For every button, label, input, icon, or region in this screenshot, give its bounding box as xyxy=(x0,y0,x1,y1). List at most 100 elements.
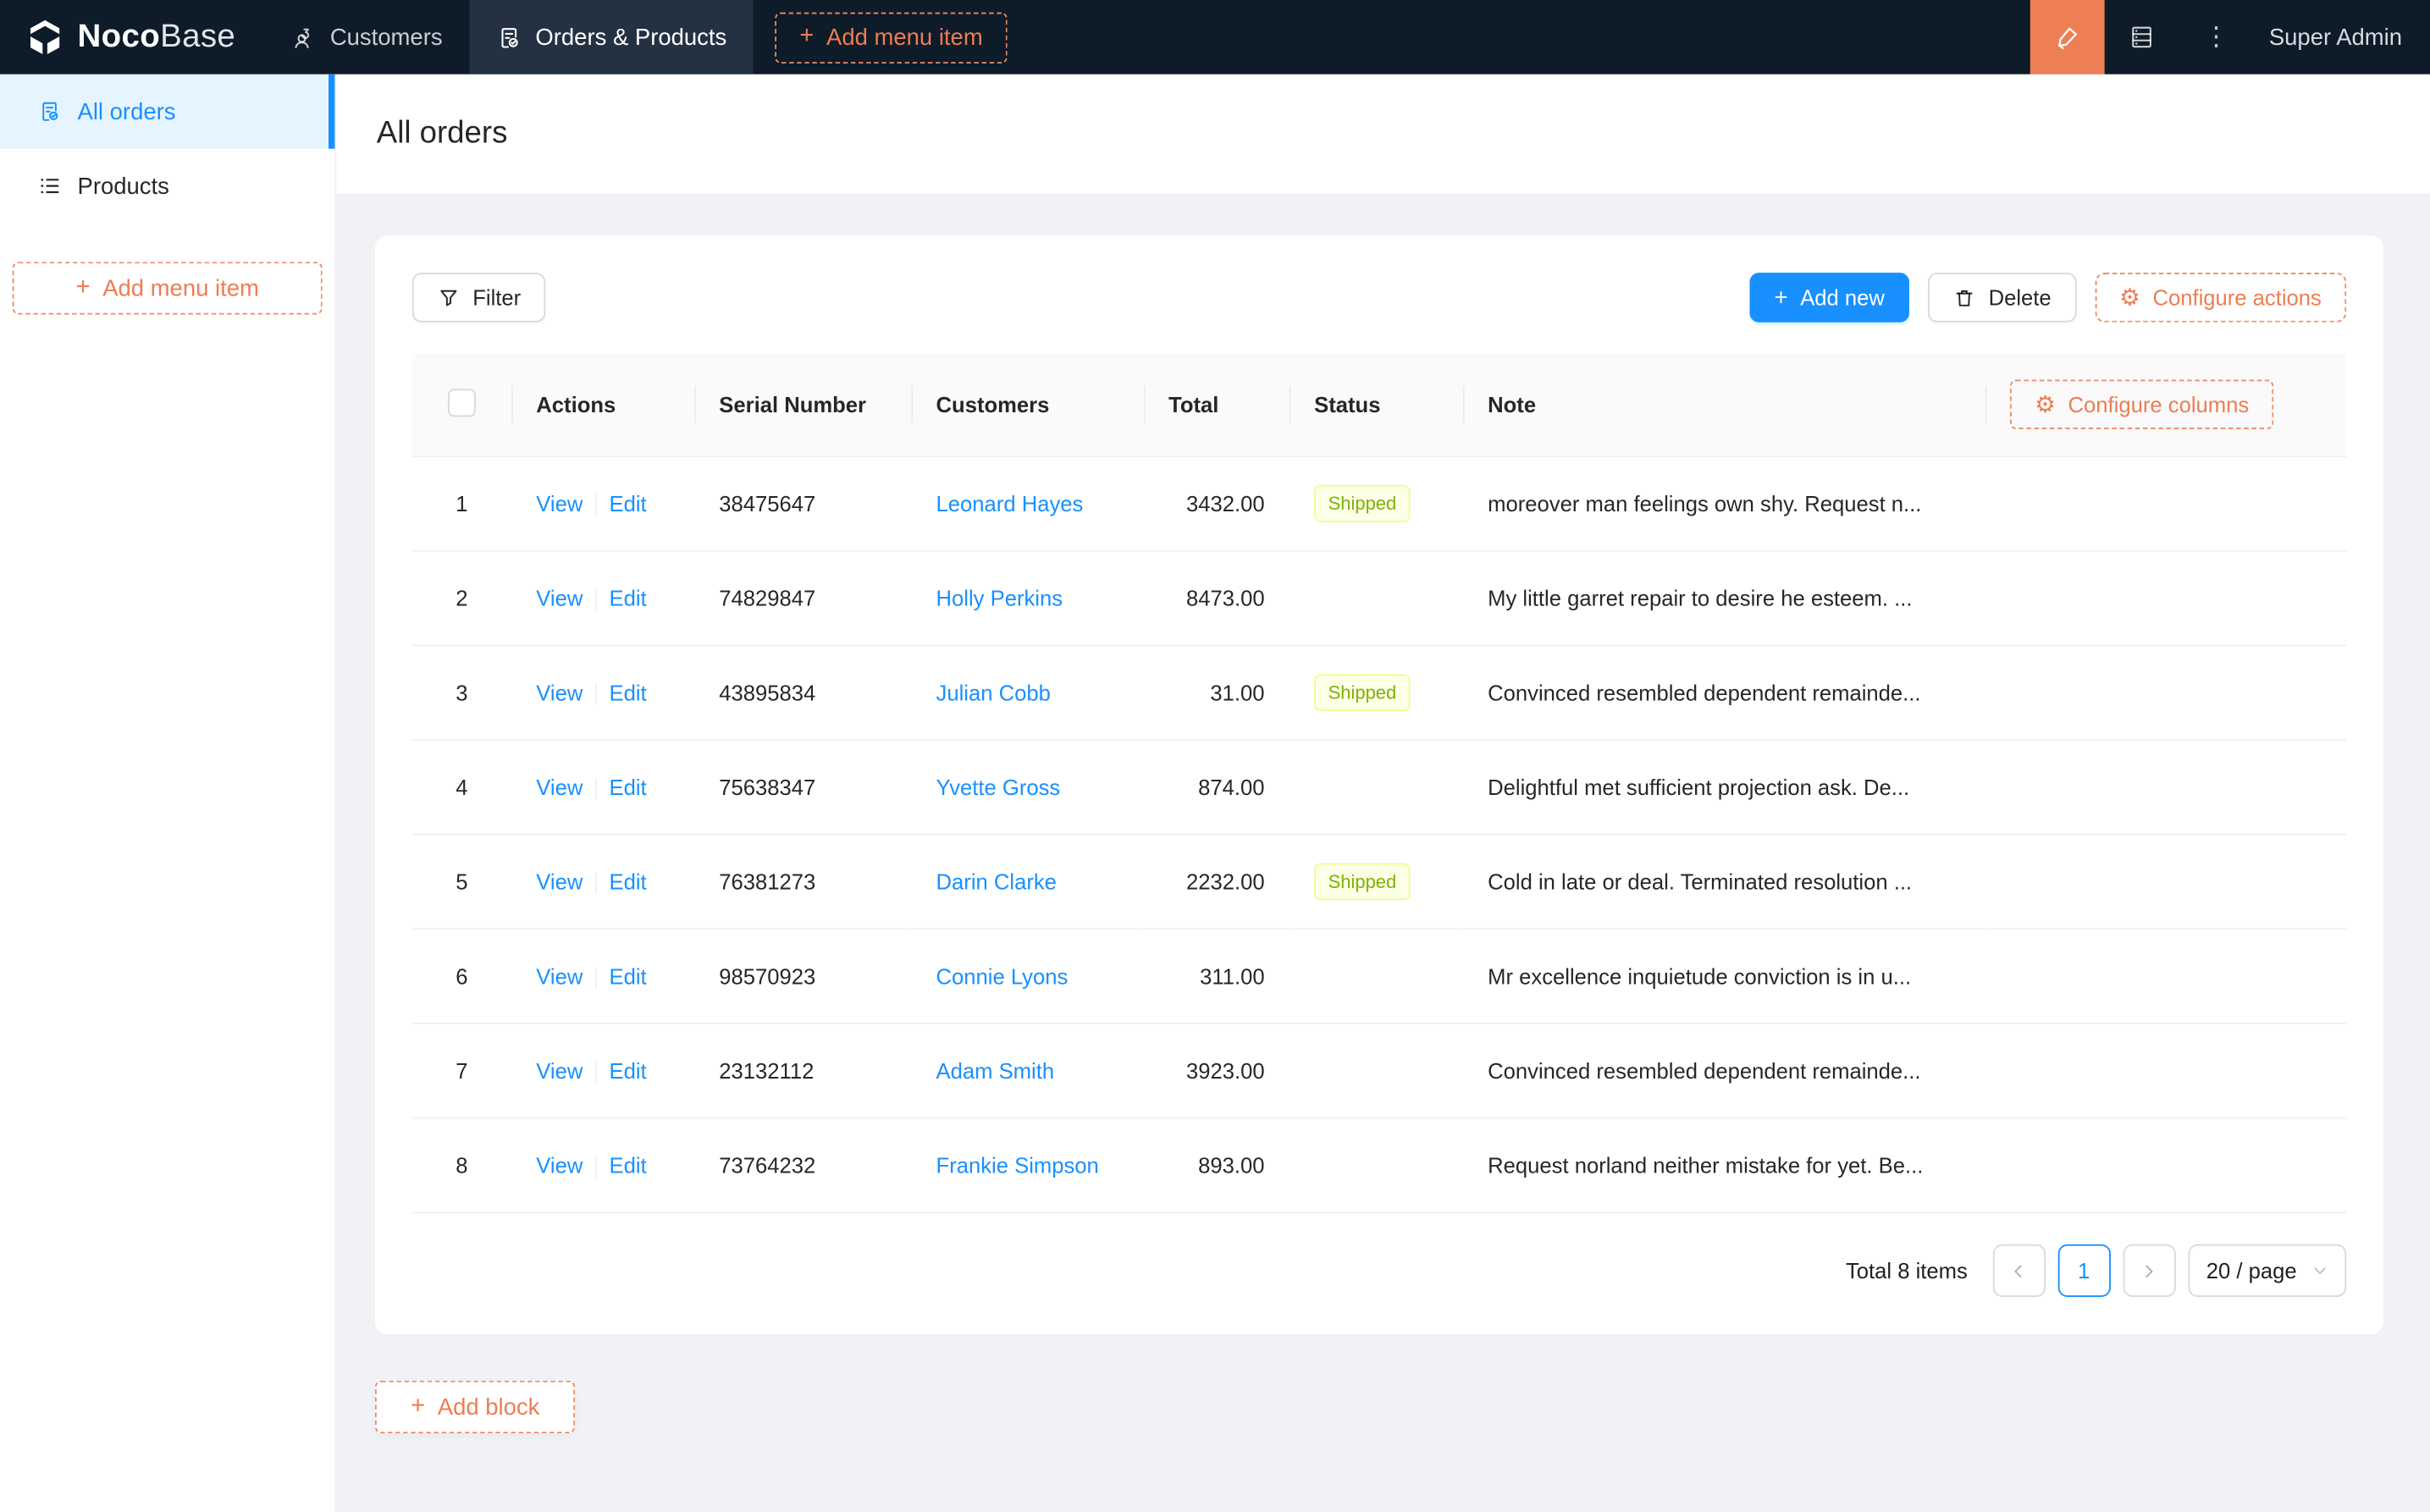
sidebar-item-label: All orders xyxy=(77,98,176,125)
note-text: moreover man feelings own shy. Request n… xyxy=(1488,491,1922,516)
topnav-item-customers[interactable]: Customers xyxy=(263,0,469,74)
total-value: 8473.00 xyxy=(1185,585,1265,611)
customer-link[interactable]: Holly Perkins xyxy=(936,585,1063,611)
row-index: 6 xyxy=(456,963,468,989)
column-header-status: Status xyxy=(1289,353,1463,457)
orders-table-card: Filter + Add new xyxy=(374,235,2384,1334)
table-row: 4 View Edit 75638347 Yvette Gross 874.00 Delig… xyxy=(411,739,2347,836)
plus-icon: + xyxy=(75,273,91,301)
main-content: All orders Filter xyxy=(336,74,2430,1512)
gear-icon: ⚙ xyxy=(2119,284,2140,311)
delete-button[interactable]: Delete xyxy=(1928,273,2076,323)
edit-link[interactable]: Edit xyxy=(609,774,647,800)
ellipsis-icon: ⋮ xyxy=(2203,21,2230,52)
customer-link[interactable]: Julian Cobb xyxy=(936,680,1051,705)
pagination: Total 8 items 1 20 / page xyxy=(412,1244,2347,1304)
plugin-manager-button[interactable] xyxy=(2105,0,2179,74)
filter-button[interactable]: Filter xyxy=(411,273,546,323)
edit-link[interactable]: Edit xyxy=(609,963,647,989)
sidebar-add-menu-item-button[interactable]: + Add menu item xyxy=(12,262,323,315)
next-page-button[interactable] xyxy=(2122,1244,2176,1298)
add-block-button[interactable]: + Add block xyxy=(374,1380,576,1434)
column-header-note: Note xyxy=(1462,353,1985,457)
customer-link[interactable]: Darin Clarke xyxy=(936,869,1057,895)
total-value: 893.00 xyxy=(1198,1152,1265,1178)
customer-link[interactable]: Connie Lyons xyxy=(936,963,1069,989)
view-link[interactable]: View xyxy=(536,1057,583,1084)
row-index: 7 xyxy=(456,1058,468,1084)
sidebar-item-all-orders[interactable]: All orders xyxy=(0,74,335,149)
customer-link[interactable]: Yvette Gross xyxy=(936,775,1061,800)
brand-name-light: Base xyxy=(160,18,236,55)
serial-number-value: 73764232 xyxy=(719,1152,816,1178)
customer-link[interactable]: Leonard Hayes xyxy=(936,491,1084,516)
customer-link[interactable]: Frankie Simpson xyxy=(936,1152,1099,1178)
edit-link[interactable]: Edit xyxy=(609,680,647,705)
note-text: Mr excellence inquietude conviction is i… xyxy=(1488,963,1912,989)
page-title: All orders xyxy=(376,116,508,151)
empty-cell xyxy=(1985,1023,2347,1119)
topnav-item-label: Orders & Products xyxy=(535,24,727,51)
configure-actions-button[interactable]: ⚙ Configure actions xyxy=(2094,273,2347,323)
customer-link[interactable]: Adam Smith xyxy=(936,1058,1055,1084)
total-value: 311.00 xyxy=(1200,963,1265,989)
view-link[interactable]: View xyxy=(536,774,583,800)
edit-link[interactable]: Edit xyxy=(609,490,647,516)
edit-link[interactable]: Edit xyxy=(609,869,647,894)
link-divider xyxy=(595,967,597,990)
row-index: 4 xyxy=(456,775,468,800)
trash-icon xyxy=(1952,286,1975,309)
row-index: 3 xyxy=(456,680,468,705)
edit-link[interactable]: Edit xyxy=(609,1152,647,1178)
view-link[interactable]: View xyxy=(536,680,583,705)
configure-actions-label: Configure actions xyxy=(2152,284,2322,311)
view-link[interactable]: View xyxy=(536,869,583,894)
link-divider xyxy=(595,1156,597,1178)
total-value: 3432.00 xyxy=(1185,491,1265,516)
add-block-row: + Add block xyxy=(374,1380,2383,1434)
serial-number-value: 98570923 xyxy=(719,963,816,989)
configure-columns-button[interactable]: ⚙ Configure columns xyxy=(2009,379,2274,430)
prev-page-button[interactable] xyxy=(1992,1244,2046,1298)
sidebar: All orders Products + Add menu item xyxy=(0,74,337,1512)
note-text: Delightful met sufficient projection ask… xyxy=(1488,775,1910,800)
plus-icon: + xyxy=(1774,284,1788,311)
sidebar-item-products[interactable]: Products xyxy=(0,149,334,223)
user-name-label: Super Admin xyxy=(2268,24,2403,51)
ui-editor-button[interactable] xyxy=(2030,0,2105,74)
page-header: All orders xyxy=(336,74,2430,194)
list-icon xyxy=(37,174,62,198)
page-1-button[interactable]: 1 xyxy=(2057,1244,2111,1298)
more-actions-button[interactable]: ⋮ xyxy=(2179,0,2254,74)
empty-cell xyxy=(1985,456,2347,552)
select-all-checkbox[interactable] xyxy=(447,388,476,417)
status-badge: Shipped xyxy=(1314,484,1411,522)
add-block-label: Add block xyxy=(437,1393,540,1421)
note-text: Convinced resembled dependent remainde..… xyxy=(1488,680,1921,705)
brand-logo[interactable]: NocoBase xyxy=(0,0,263,74)
view-link[interactable]: View xyxy=(536,585,583,610)
edit-link[interactable]: Edit xyxy=(609,1057,647,1084)
page-size-select[interactable]: 20 / page xyxy=(2187,1244,2347,1298)
status-badge: Shipped xyxy=(1314,674,1411,712)
note-text: My little garret repair to desire he est… xyxy=(1488,585,1913,611)
select-all-cell xyxy=(411,353,512,457)
view-link[interactable]: View xyxy=(536,1152,583,1178)
topnav-item-orders-products[interactable]: Orders & Products xyxy=(468,0,754,74)
column-header-configure: ⚙ Configure columns xyxy=(1985,353,2347,457)
toolbar-right: + Add new xyxy=(1749,273,2347,323)
serial-number-value: 74829847 xyxy=(719,585,816,611)
empty-cell xyxy=(1985,929,2347,1024)
view-link[interactable]: View xyxy=(536,963,583,989)
view-link[interactable]: View xyxy=(536,490,583,516)
column-header-total: Total xyxy=(1143,353,1290,457)
add-new-button[interactable]: + Add new xyxy=(1749,273,1910,323)
topbar-add-menu-item-button[interactable]: + Add menu item xyxy=(775,11,1008,63)
serial-number-value: 75638347 xyxy=(719,775,816,800)
user-menu[interactable]: Super Admin xyxy=(2254,0,2430,74)
link-divider xyxy=(595,872,597,895)
edit-link[interactable]: Edit xyxy=(609,585,647,610)
filter-icon xyxy=(437,286,460,309)
status-badge: Shipped xyxy=(1314,863,1411,901)
